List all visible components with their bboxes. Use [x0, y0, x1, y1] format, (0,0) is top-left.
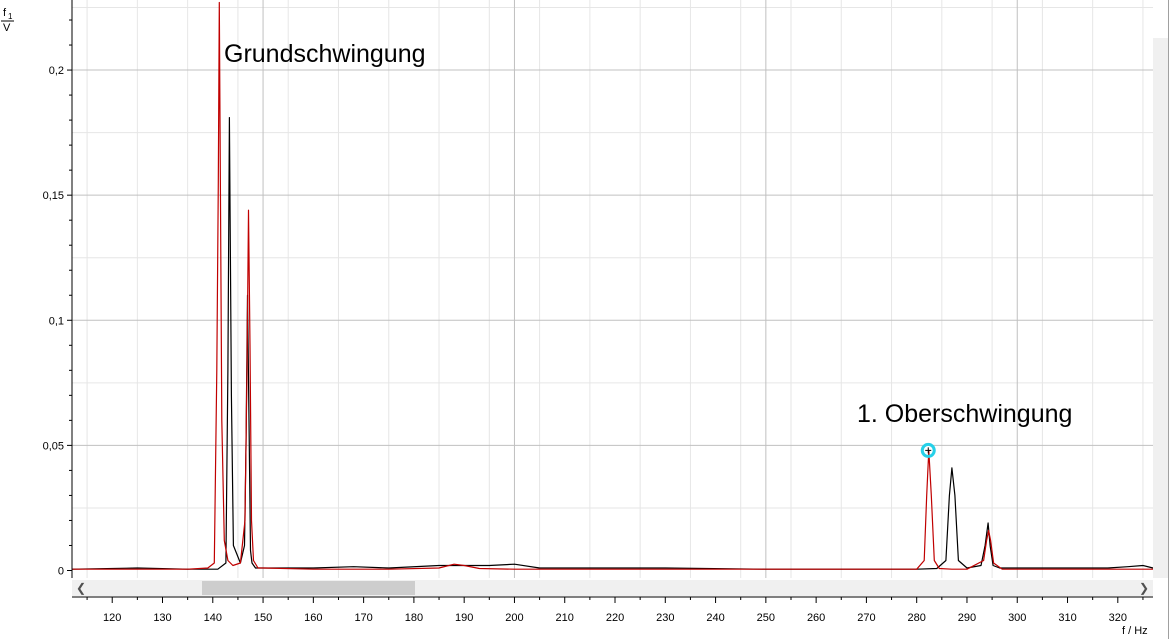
x-tick-label: 170 — [354, 612, 372, 624]
scrollbar-thumb[interactable] — [202, 581, 415, 595]
data-marker — [920, 442, 936, 458]
x-tick-label: 220 — [606, 612, 624, 624]
y-tick-label: 0 — [58, 565, 64, 577]
chevron-right-icon[interactable]: ❯ — [1138, 581, 1150, 595]
x-tick-label: 290 — [958, 612, 976, 624]
x-tick-label: 310 — [1058, 612, 1076, 624]
y-tick-label: 0,05 — [43, 440, 64, 452]
x-tick-label: 210 — [556, 612, 574, 624]
x-tick-label: 300 — [1008, 612, 1026, 624]
y-axis-unit: V — [3, 22, 11, 34]
x-tick-label: 180 — [405, 612, 423, 624]
y-axis-subscript: 1 — [8, 12, 13, 21]
annotation-oberschwingung: 1. Oberschwingung — [857, 400, 1072, 428]
x-tick-label: 240 — [706, 612, 724, 624]
x-tick-label: 200 — [505, 612, 523, 624]
x-tick-label: 160 — [304, 612, 322, 624]
x-axis-label: f / Hz — [1122, 625, 1148, 637]
y-tick-label: 0,1 — [49, 315, 64, 327]
x-tick-label: 270 — [857, 612, 875, 624]
vertical-scrollbar-track[interactable] — [1153, 38, 1169, 578]
x-tick-label: 260 — [807, 612, 825, 624]
x-tick-label: 140 — [204, 612, 222, 624]
window-border — [1168, 0, 1169, 639]
series-line-black — [71, 116, 1154, 570]
y-axis-symbol: f — [3, 7, 7, 19]
y-tick-label: 0,15 — [43, 190, 64, 202]
x-tick-label: 120 — [103, 612, 121, 624]
chevron-left-icon[interactable]: ❮ — [75, 581, 87, 595]
x-tick-label: 230 — [656, 612, 674, 624]
series-line-red — [72, 1, 1153, 570]
x-tick-label: 130 — [153, 612, 171, 624]
x-tick-label: 190 — [455, 612, 473, 624]
x-tick-label: 280 — [908, 612, 926, 624]
y-tick-label: 0,2 — [49, 65, 64, 77]
x-tick-label: 250 — [757, 612, 775, 624]
x-tick-label: 320 — [1109, 612, 1127, 624]
annotation-grundschwingung: Grundschwingung — [224, 40, 426, 68]
x-tick-label: 150 — [254, 612, 272, 624]
horizontal-scrollbar[interactable]: ❮ ❯ — [72, 580, 1153, 596]
